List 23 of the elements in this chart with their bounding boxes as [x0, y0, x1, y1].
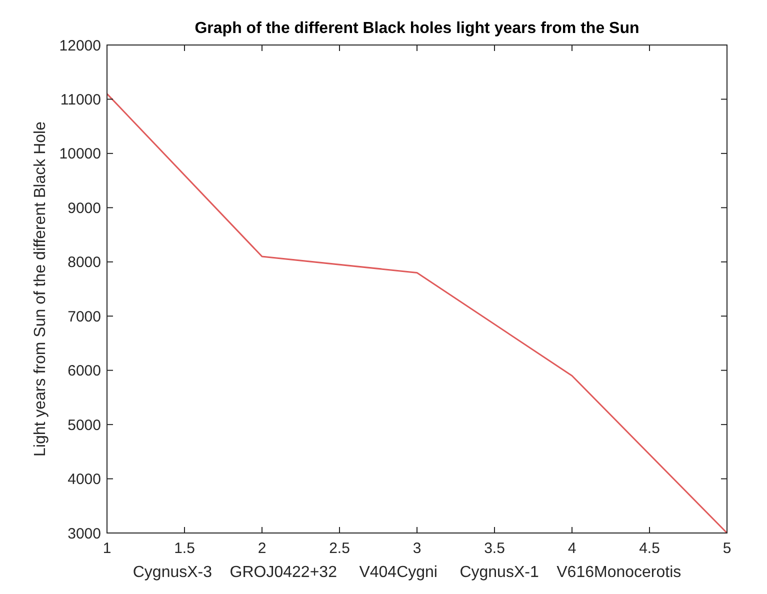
- x-tick-label: 5: [722, 540, 732, 557]
- x-tick-label: 1.5: [174, 540, 195, 557]
- y-tick-label: 7000: [68, 308, 101, 326]
- y-tick-label: 10000: [59, 146, 101, 163]
- y-tick-label: 9000: [68, 200, 101, 217]
- x-tick-label: 1: [102, 540, 112, 557]
- x-tick-label: 3: [412, 540, 422, 557]
- y-axis-title: Light years from Sun of the different Black Hole: [32, 121, 49, 456]
- x-tick-label: 3.5: [484, 540, 505, 557]
- x-tick-label: 4.5: [639, 540, 660, 557]
- y-tick-label: 5000: [68, 416, 101, 434]
- chart-title: Graph of the different Black holes light years from the Sun: [194, 20, 640, 37]
- y-tick-label: 12000: [59, 37, 101, 54]
- y-tick-label: 6000: [68, 362, 101, 380]
- y-tick-label: 3000: [68, 525, 101, 542]
- x-axis-title: CygnusX-3 GROJ0422+32 V404Cygni CygnusX-1 V616Monocerotis: [132, 564, 682, 581]
- y-tick-label: 4000: [68, 471, 101, 488]
- line-series: [106, 93, 728, 534]
- y-tick-label: 11000: [60, 91, 101, 108]
- x-tick-label: 2: [258, 540, 266, 557]
- x-tick-label: 4: [568, 540, 576, 557]
- x-tick-label: 2.5: [329, 540, 350, 557]
- y-tick-label: 8000: [68, 254, 101, 272]
